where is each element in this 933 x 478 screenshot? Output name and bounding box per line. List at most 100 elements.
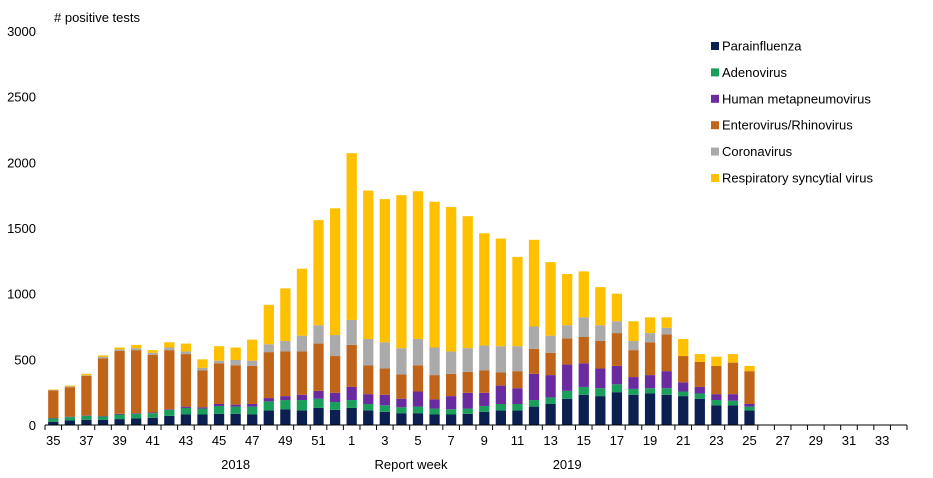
x-tick-label: 29 bbox=[809, 433, 823, 448]
bar-segment bbox=[396, 348, 407, 375]
x-tick-label: 47 bbox=[245, 433, 259, 448]
bar-segment bbox=[744, 406, 755, 411]
bar-segment bbox=[744, 410, 755, 425]
legend-swatch bbox=[711, 147, 719, 156]
bar-segment bbox=[379, 368, 390, 395]
bar-segment bbox=[644, 375, 656, 389]
bar-segment bbox=[213, 363, 225, 404]
bar-segment bbox=[247, 339, 258, 361]
bar-segment bbox=[379, 199, 390, 343]
bar-segment bbox=[711, 365, 722, 395]
bar-segment bbox=[280, 351, 291, 397]
bar-segment bbox=[611, 384, 623, 393]
bar-segment bbox=[81, 373, 92, 376]
bar-segment bbox=[346, 153, 357, 320]
bar-segment bbox=[346, 407, 357, 425]
bar-segment bbox=[147, 350, 158, 353]
bar-segment bbox=[595, 388, 606, 397]
bar-segment bbox=[263, 344, 274, 353]
bar-segment bbox=[495, 403, 507, 411]
bar-segment bbox=[412, 338, 424, 366]
legend-label: Parainfluenza bbox=[722, 39, 802, 54]
bars bbox=[48, 153, 755, 425]
legend-swatch bbox=[711, 94, 719, 103]
legend-label: Respiratory syncytial virus bbox=[722, 171, 873, 186]
x-tick-label: 7 bbox=[448, 433, 455, 448]
bar-segment bbox=[114, 350, 125, 414]
bar-segment bbox=[114, 413, 125, 415]
year-label: 2019 bbox=[553, 457, 582, 472]
year-labels: 2018 2019 bbox=[221, 457, 581, 472]
bar-segment bbox=[263, 304, 274, 345]
x-tick-label: 19 bbox=[643, 433, 657, 448]
bar-segment bbox=[329, 392, 341, 403]
bar-segment bbox=[81, 376, 92, 416]
bar-segment bbox=[479, 392, 490, 406]
x-tick-label: 39 bbox=[112, 433, 126, 448]
bar-segment bbox=[296, 268, 308, 336]
bar-segment bbox=[64, 420, 76, 425]
bar-segment bbox=[197, 370, 208, 408]
bar-segment bbox=[727, 362, 739, 395]
bar-segment bbox=[280, 396, 291, 401]
bar-segment bbox=[462, 413, 473, 425]
bar-segment bbox=[363, 403, 374, 411]
bar-segment bbox=[197, 367, 208, 371]
bar-segment bbox=[545, 335, 556, 353]
x-tick-label: 21 bbox=[676, 433, 690, 448]
bar-segment bbox=[147, 354, 158, 413]
bar-segment bbox=[247, 403, 258, 407]
x-tick-label: 41 bbox=[146, 433, 160, 448]
x-tick-label: 49 bbox=[278, 433, 292, 448]
bar-segment bbox=[64, 417, 76, 421]
bar-segment bbox=[147, 413, 158, 418]
bar-segment bbox=[230, 406, 241, 414]
bar-segment bbox=[562, 325, 573, 339]
bar-segment bbox=[147, 417, 158, 425]
bar-segment bbox=[114, 419, 125, 425]
bar-segment bbox=[114, 414, 125, 420]
bar-segment bbox=[263, 410, 274, 425]
bar-segment bbox=[97, 358, 109, 417]
bar-segment bbox=[180, 414, 192, 425]
bar-segment bbox=[280, 409, 291, 425]
bar-segment bbox=[595, 340, 606, 369]
x-tick-label: 31 bbox=[842, 433, 856, 448]
bar-segment bbox=[694, 354, 705, 362]
bar-segment bbox=[213, 413, 225, 425]
x-tick-label: 1 bbox=[348, 433, 355, 448]
bar-segment bbox=[329, 356, 341, 393]
legend-label: Coronavirus bbox=[722, 144, 793, 159]
bar-segment bbox=[495, 372, 507, 386]
legend-swatch bbox=[711, 174, 719, 182]
bar-segment bbox=[131, 418, 142, 425]
bar-segment bbox=[280, 340, 291, 352]
bar-segment bbox=[396, 398, 407, 408]
bar-segment bbox=[164, 350, 175, 410]
bar-segment bbox=[445, 414, 457, 425]
x-tick-label: 23 bbox=[709, 433, 723, 448]
bar-segment bbox=[512, 346, 523, 372]
bar-segment bbox=[197, 407, 208, 409]
bar-segment bbox=[164, 342, 175, 348]
bar-segment bbox=[180, 351, 192, 355]
bar-segment bbox=[479, 370, 490, 393]
x-tick-label: 27 bbox=[775, 433, 789, 448]
bar-segment bbox=[479, 345, 490, 371]
y-tick-label: 1000 bbox=[7, 287, 36, 302]
x-tick-label: 37 bbox=[79, 433, 93, 448]
bar-segment bbox=[512, 410, 523, 425]
bar-segment bbox=[429, 375, 440, 400]
legend-label: Human metapneumovirus bbox=[722, 91, 871, 106]
bar-segment bbox=[711, 400, 722, 406]
bar-segment bbox=[462, 348, 473, 372]
bar-segment bbox=[48, 390, 59, 419]
bar-segment bbox=[611, 365, 623, 385]
x-axis-ticks: 35 37 39 41 43 45 47 49 51 1 3 5 7 9 11 13 15 17 19 21 23 25 2… bbox=[44, 425, 908, 448]
bar-segment bbox=[495, 238, 507, 347]
bar-segment bbox=[462, 371, 473, 393]
bar-segment bbox=[313, 220, 324, 326]
bar-segment bbox=[180, 343, 192, 352]
bar-segment bbox=[296, 394, 308, 401]
